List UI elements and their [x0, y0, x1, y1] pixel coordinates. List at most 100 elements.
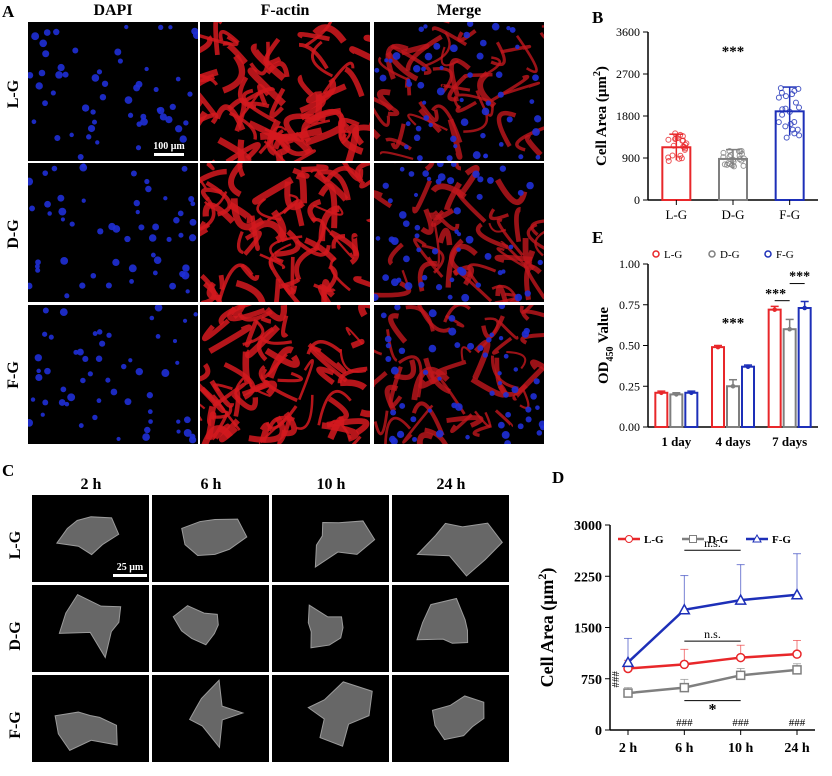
actin-fiber — [524, 135, 543, 157]
cell-outline — [181, 518, 248, 557]
nucleus-dot — [450, 163, 457, 167]
y-tick-label: 0.75 — [619, 298, 640, 312]
nucleus-dot — [513, 367, 519, 372]
nucleus-dot — [540, 425, 544, 431]
data-point — [689, 390, 694, 396]
data-point — [665, 154, 672, 161]
actin-fiber — [295, 394, 314, 430]
nucleus-dot — [384, 335, 392, 343]
nucleus-dot — [458, 268, 467, 276]
nucleus-dot — [467, 342, 475, 350]
actin-fiber — [269, 87, 286, 119]
actin-fiber — [515, 126, 544, 152]
actin-fiber — [307, 199, 322, 224]
nucleus-dot — [481, 107, 490, 116]
nucleus-dot — [404, 282, 413, 290]
actin-fiber — [237, 139, 246, 161]
nucleus-dot — [35, 267, 41, 273]
panel-e-bar-chart: 0.00 0.25 0.50 0.75 1.00 1 day 4 days 7 days L-G… — [596, 249, 818, 449]
legend-marker — [652, 250, 660, 258]
nucleus-dot — [385, 343, 392, 349]
nucleus-dot — [35, 373, 43, 382]
actin-fiber — [304, 237, 337, 263]
nucleus-dot — [451, 402, 458, 409]
significance-mark: *** — [789, 269, 810, 284]
nucleus-dot — [81, 198, 86, 203]
cell-outline — [58, 594, 122, 659]
nucleus-dot — [535, 154, 541, 160]
actin-fiber — [222, 41, 248, 65]
actin-fiber — [420, 208, 434, 235]
nucleus-dot — [525, 406, 532, 413]
nucleus-dot — [453, 207, 461, 215]
actin-fiber — [506, 350, 527, 370]
x-tick-label: L-G — [665, 207, 687, 222]
data-point — [792, 649, 802, 659]
actin-fiber — [297, 32, 330, 42]
nucleus-dot — [412, 436, 418, 442]
actin-fiber — [317, 389, 352, 426]
nucleus-dot — [467, 72, 473, 78]
nucleus-dot — [491, 22, 500, 31]
nucleus-dot — [413, 134, 421, 142]
nucleus-dot — [96, 398, 102, 404]
actin-fiber — [283, 113, 326, 140]
panel-c-cell-image — [152, 675, 269, 762]
nucleus-dot — [179, 135, 187, 143]
actin-fiber — [443, 181, 462, 211]
data-point — [735, 652, 746, 663]
nucleus-dot — [497, 371, 502, 376]
panel-a-tile-dapi — [28, 163, 198, 302]
y-tick-label: 2700 — [616, 67, 640, 81]
data-point — [725, 160, 732, 167]
nucleus-dot — [79, 163, 88, 172]
actin-fiber — [250, 43, 287, 82]
nucleus-dot — [374, 293, 379, 301]
actin-fiber — [433, 210, 460, 231]
nucleus-dot — [387, 198, 393, 204]
nucleus-dot — [50, 90, 56, 96]
actin-fiber — [336, 305, 342, 311]
data-point — [674, 135, 681, 142]
nucleus-dot — [42, 170, 49, 176]
panel-c-row-lg: L-G — [7, 530, 24, 560]
actin-fiber — [455, 100, 478, 113]
actin-fiber — [294, 245, 321, 281]
nucleus-dot — [497, 270, 503, 276]
nucleus-dot — [62, 71, 69, 78]
data-point — [740, 162, 747, 169]
actin-fiber — [337, 366, 368, 384]
nucleus-dot — [505, 411, 511, 418]
nucleus-dot — [498, 305, 506, 310]
nucleus-dot — [86, 134, 92, 140]
nucleus-dot — [428, 344, 437, 353]
legend-label: D-G — [720, 249, 740, 261]
actin-fiber — [259, 335, 293, 345]
panel-c-cell-image — [272, 585, 389, 672]
nucleus-dot — [431, 248, 439, 255]
nucleus-dot — [479, 39, 487, 47]
nucleus-dot — [149, 315, 155, 321]
nucleus-dot — [498, 335, 504, 341]
x-tick-label: 7 days — [772, 434, 807, 449]
actin-fiber — [218, 274, 225, 291]
actin-fiber — [201, 318, 230, 342]
nucleus-dot — [60, 256, 69, 265]
panel-c-row-fg: F-G — [7, 711, 24, 739]
nucleus-dot — [530, 393, 537, 400]
nucleus-dot — [466, 22, 474, 27]
nucleus-dot — [447, 294, 453, 300]
nucleus-dot — [82, 355, 89, 363]
panel-a-tile-actin — [200, 305, 370, 444]
data-point — [672, 130, 679, 137]
actin-fiber — [435, 359, 467, 375]
nucleus-dot — [96, 329, 103, 335]
actin-fiber — [322, 223, 355, 259]
nucleus-dot — [390, 366, 399, 375]
actin-fiber — [405, 305, 435, 332]
data-point — [677, 152, 684, 159]
actin-fiber — [294, 202, 305, 227]
panel-c-col-6h: 6 h — [200, 476, 222, 493]
nucleus-dot — [518, 154, 524, 160]
nucleus-dot — [449, 44, 458, 53]
